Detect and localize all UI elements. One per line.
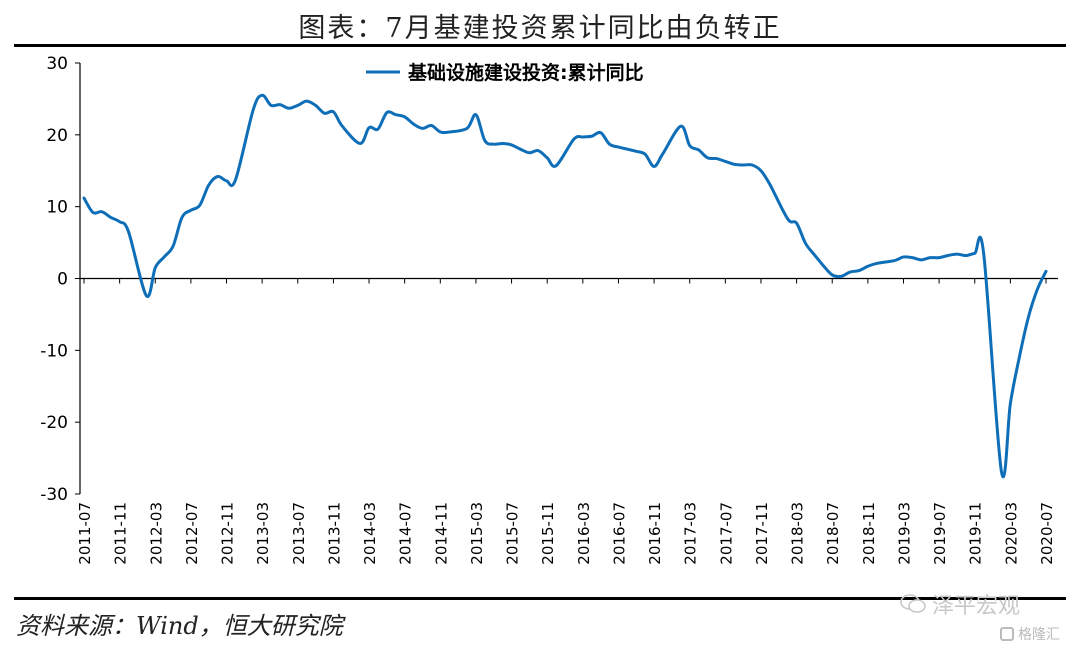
x-tick-label: 2016-03	[575, 502, 593, 565]
x-tick-label: 2019-03	[895, 502, 913, 565]
watermark-secondary-text: 格隆汇	[1018, 627, 1060, 643]
x-tick-label: 2014-11	[432, 502, 450, 565]
y-tick-label: 10	[46, 198, 68, 218]
x-tick-label: 2015-11	[539, 502, 557, 565]
source-note: 资料来源：Wind，恒大研究院	[16, 612, 343, 640]
watermark: 泽平宏观	[900, 588, 1020, 620]
x-tick-label: 2020-03	[1002, 502, 1020, 565]
x-tick-label: 2012-11	[219, 502, 237, 565]
x-tick-label: 2013-07	[290, 502, 308, 565]
x-tick-label: 2017-07	[717, 502, 735, 565]
x-tick-label: 2014-07	[397, 502, 415, 565]
x-tick-label: 2015-03	[468, 502, 486, 565]
x-tick-label: 2014-03	[361, 502, 379, 565]
watermark-text: 泽平宏观	[932, 594, 1021, 619]
top-rule	[14, 44, 1066, 47]
x-tick-label: 2018-07	[824, 502, 842, 565]
x-tick-label: 2020-07	[1038, 502, 1056, 565]
x-tick-label: 2016-07	[610, 502, 628, 565]
chart-title: 图表：7月基建投资累计同比由负转正	[298, 13, 782, 44]
x-tick-label: 2019-11	[967, 502, 985, 565]
x-tick-label: 2011-11	[112, 502, 130, 565]
x-tick-label: 2011-07	[76, 502, 94, 565]
legend: 基础设施建设投资:累计同比	[366, 61, 644, 84]
x-tick-label: 2015-07	[504, 502, 522, 565]
series-lines	[82, 93, 1048, 478]
y-tick-label: -20	[40, 413, 68, 433]
x-tick-label: 2017-11	[753, 502, 771, 565]
x-tick-labels: 2011-07 2011-11 2012-03 2012-07 2012-11 2013-…	[76, 502, 1056, 565]
x-tick-label: 2017-03	[682, 502, 700, 565]
x-tick-label: 2013-11	[325, 502, 343, 565]
bottom-rule	[14, 597, 1066, 600]
x-tick-label: 2012-03	[147, 502, 165, 565]
x-tick-label: 2016-11	[646, 502, 664, 565]
y-tick-label: 0	[57, 270, 68, 290]
x-tick-label: 2019-07	[931, 502, 949, 565]
chat-bubbles-icon	[900, 594, 926, 613]
y-tick-labels: 30 20 10 0 -10 -20 -30	[40, 54, 68, 505]
x-tick-label: 2013-03	[254, 502, 272, 565]
legend-label: 基础设施建设投资:累计同比	[407, 61, 644, 84]
x-tick-label: 2018-11	[860, 502, 878, 565]
chart-axes	[75, 62, 1058, 495]
logo-box-icon	[1000, 627, 1014, 641]
x-tick-label: 2012-07	[183, 502, 201, 565]
y-tick-label: -30	[40, 485, 68, 505]
x-tick-label: 2018-03	[789, 502, 807, 565]
watermark-secondary: 格隆汇	[1000, 624, 1060, 644]
y-tick-label: 20	[46, 126, 68, 146]
y-tick-label: -10	[40, 341, 68, 361]
y-tick-label: 30	[46, 54, 68, 74]
series-line	[82, 93, 1048, 478]
